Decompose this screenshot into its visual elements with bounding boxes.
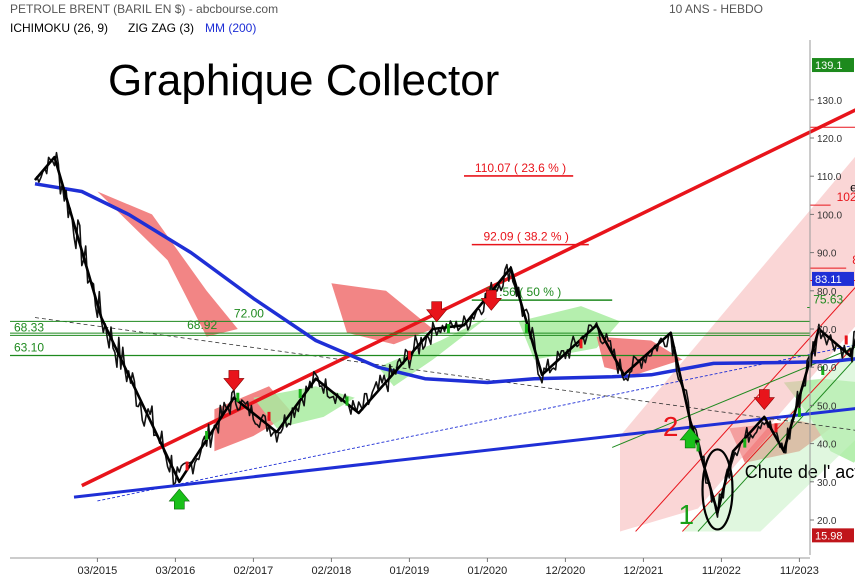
candle-10 <box>696 442 700 452</box>
y-tick-label: 80.0 <box>817 287 837 298</box>
y-tick-label: 100.0 <box>817 210 842 221</box>
graph-title: Graphique Collector <box>108 56 500 105</box>
level-label-2: 102.42 <box>837 190 855 204</box>
candle-4 <box>298 388 302 398</box>
trendline-red <box>81 108 855 488</box>
ichimoku-cloud-4 <box>378 317 488 387</box>
candle-5 <box>345 396 349 406</box>
level-label-9: 68.92 <box>187 318 217 332</box>
arrow-down-icon <box>223 370 245 391</box>
annotation-2: en Ukraine <box>850 180 855 194</box>
arrow-up-icon <box>679 427 701 449</box>
last-price-tag-bg <box>812 271 854 286</box>
arrow-up-icon <box>168 488 190 510</box>
legend-ichimoku: ICHIMOKU (26, 9) <box>10 21 109 35</box>
legend-zigzag: ZIG ZAG (3) <box>128 21 194 35</box>
trendline-blue-dotted <box>97 344 855 502</box>
candle-1 <box>205 430 209 440</box>
y-tick-label: 120.0 <box>817 134 842 145</box>
candle-7 <box>446 324 450 333</box>
ichimoku-cloud-0 <box>97 191 238 337</box>
y-tick-label: 30.0 <box>817 478 837 489</box>
candle-0 <box>185 461 189 471</box>
channel-green-upper <box>697 357 855 532</box>
candle-9 <box>579 339 583 349</box>
level-label-7: 75.63 <box>813 292 843 306</box>
mm200-line <box>34 182 855 385</box>
x-tick-label: 12/2020 <box>546 565 586 577</box>
instrument-title: PETROLE BRENT (BARIL EN $) - abcbourse.c… <box>10 2 279 16</box>
last-price-tag: 83.11 <box>815 274 842 286</box>
x-tick-label: 11/2023 <box>780 565 819 577</box>
x-tick-label: 12/2021 <box>624 565 664 577</box>
candle-12 <box>774 423 778 433</box>
low-price-tag-bg <box>812 528 854 543</box>
level-label-6: 77.56 ( 50 % ) <box>486 285 561 299</box>
x-tick-label: 02/2017 <box>234 565 274 577</box>
trendline-blue <box>73 407 855 499</box>
level-label-3: 92.09 ( 38.2 % ) <box>484 230 569 244</box>
high-price-tag-bg <box>812 58 854 73</box>
arrow-down-icon <box>753 389 775 411</box>
x-tick-label: 11/2022 <box>702 565 741 577</box>
price-line <box>34 151 855 518</box>
candle-3 <box>267 411 271 421</box>
covid-ellipse <box>701 448 734 531</box>
low-price-tag: 15.98 <box>815 530 843 542</box>
high-price-tag: 139.1 <box>815 60 843 72</box>
y-tick-label: 60.0 <box>817 363 837 374</box>
x-tick-label: 03/2015 <box>78 565 118 577</box>
period-label: 10 ANS - HEBDO <box>668 2 763 16</box>
arrow-down-icon <box>480 289 502 311</box>
candle-13 <box>797 408 801 418</box>
legend-mm: MM (200) <box>205 21 257 35</box>
channel-red-upper <box>635 287 855 532</box>
candle-11 <box>743 438 747 448</box>
x-tick-label: 02/2018 <box>312 565 352 577</box>
x-tick-label: 03/2016 <box>156 565 196 577</box>
candle-8 <box>524 324 528 333</box>
wave-label-1: 2 <box>663 411 679 442</box>
level-label-11: 63.10 <box>14 340 44 354</box>
candle-14 <box>821 366 825 376</box>
y-tick-label: 40.0 <box>817 440 837 451</box>
trendline-dashed <box>34 317 855 431</box>
level-label-1: 110.07 ( 23.6 % ) <box>475 161 566 175</box>
x-tick-label: 01/2019 <box>390 565 430 577</box>
channel-red-fill <box>620 156 855 532</box>
arrow-down-icon <box>426 301 448 323</box>
level-label-4: 85.95 <box>852 253 855 267</box>
y-tick-label: 90.0 <box>817 249 837 260</box>
candle-15 <box>844 335 848 345</box>
level-label-10: 68.33 <box>14 320 44 334</box>
y-tick-label: 50.0 <box>817 401 837 412</box>
annotation-3: Chute de l' activité : Covid <box>745 462 855 482</box>
candle-2 <box>236 392 240 402</box>
wave-label-2: 1 <box>679 499 695 530</box>
y-tick-label: 70.0 <box>817 325 837 336</box>
x-tick-label: 01/2020 <box>468 565 508 577</box>
level-label-8: 72.00 <box>234 306 264 320</box>
y-tick-label: 20.0 <box>817 516 837 527</box>
candle-6 <box>407 350 411 360</box>
y-tick-label: 110.0 <box>817 172 842 183</box>
y-tick-label: 130.0 <box>817 96 842 107</box>
